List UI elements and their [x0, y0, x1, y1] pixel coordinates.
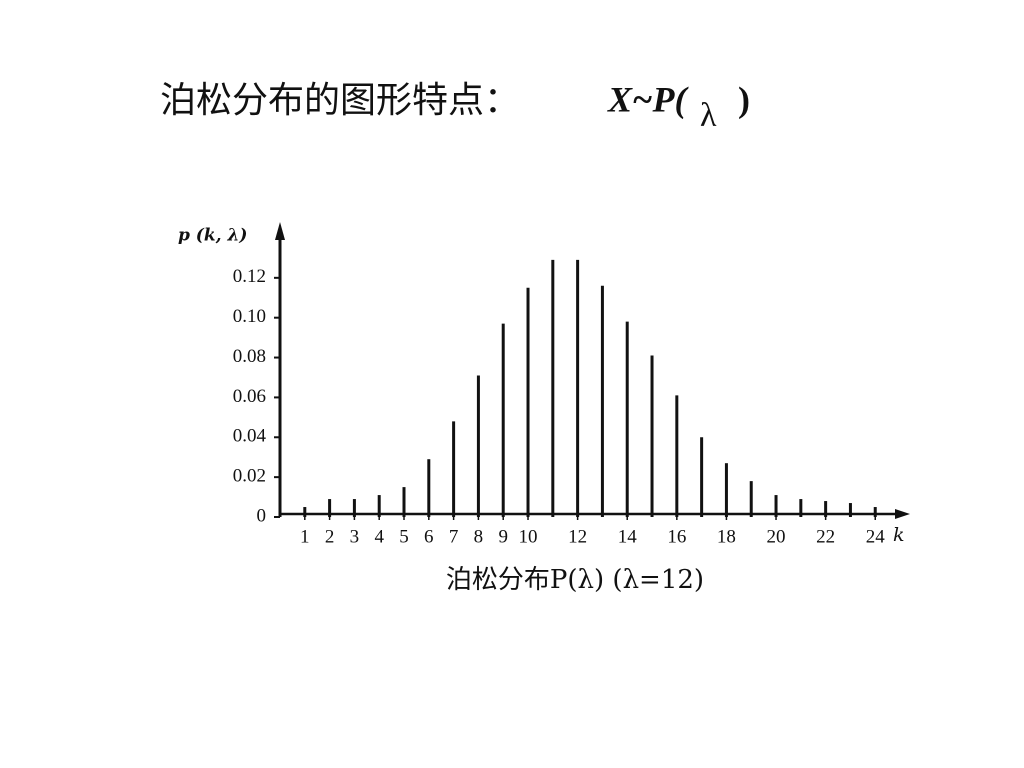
- title-close: ): [738, 79, 750, 119]
- y-tick-label: 0: [257, 505, 267, 526]
- x-tick-label: 16: [667, 526, 686, 547]
- x-tick-label: 10: [519, 526, 538, 547]
- title-formula: X~P(: [607, 79, 690, 119]
- x-tick-label: 8: [474, 526, 484, 547]
- x-arrow: [895, 509, 910, 519]
- x-tick-label: 7: [449, 526, 459, 547]
- x-tick-label: 20: [767, 526, 786, 547]
- y-tick-label: 0.08: [233, 346, 266, 367]
- x-tick-label: 4: [374, 526, 384, 547]
- x-tick-label: 24: [866, 526, 886, 547]
- x-tick-label: 18: [717, 526, 736, 547]
- x-axis-label: k: [893, 524, 905, 546]
- x-tick-label: 5: [399, 526, 409, 547]
- x-tick-label: 12: [568, 526, 587, 547]
- x-tick-label: 14: [618, 526, 638, 547]
- x-tick-label: 1: [300, 526, 310, 547]
- title: 泊松分布的图形特点：: [160, 80, 520, 121]
- x-tick-label: 2: [325, 526, 335, 547]
- x-tick-label: 6: [424, 526, 434, 547]
- x-tick-label: 3: [350, 526, 360, 547]
- y-axis-label: p (k, λ): [178, 226, 247, 246]
- title-param: λ: [700, 97, 717, 134]
- y-tick-label: 0.10: [233, 306, 266, 327]
- x-tick-label: 9: [498, 526, 508, 547]
- y-tick-label: 0.12: [233, 266, 266, 287]
- caption: 泊松分布P(λ) (λ=12): [446, 565, 704, 595]
- y-arrow: [275, 222, 285, 240]
- y-tick-label: 0.06: [233, 386, 266, 407]
- y-tick-label: 0.02: [233, 465, 266, 486]
- x-tick-label: 22: [816, 526, 835, 547]
- y-tick-label: 0.04: [233, 426, 267, 447]
